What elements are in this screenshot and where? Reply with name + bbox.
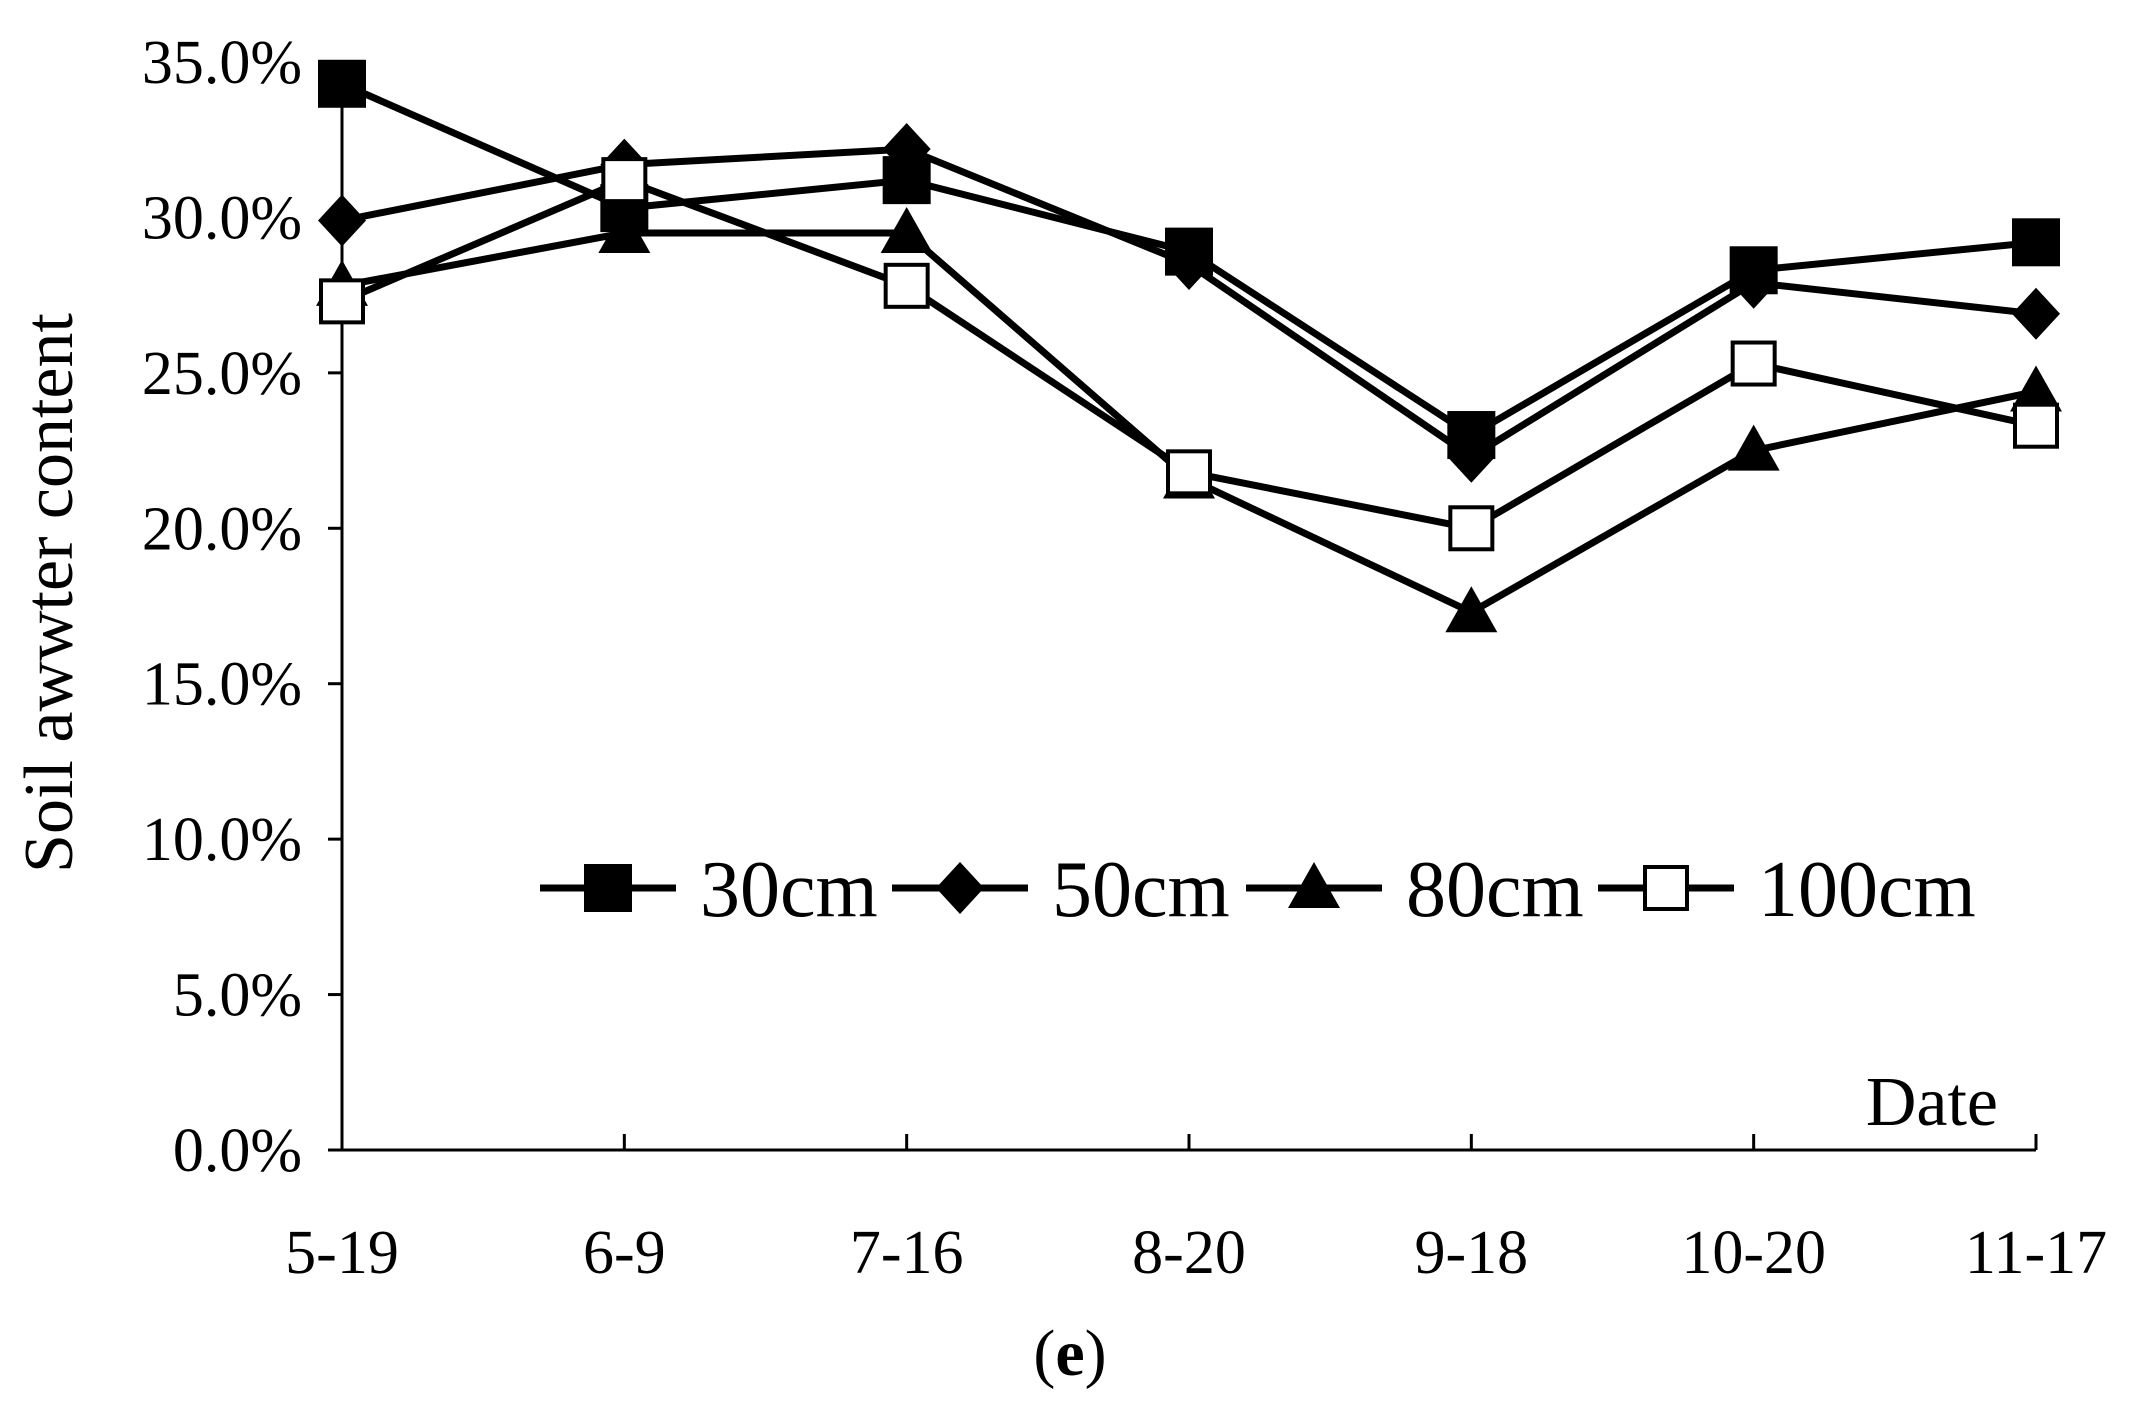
data-point-80cm-11-17 [2010,365,2062,412]
legend: 30cm 50cm 80cm 100cm [540,846,1976,934]
legend-marker-30cm [584,864,632,912]
data-point-50cm-11-17 [2012,287,2060,340]
series-layer [316,59,2062,633]
data-point-50cm-9-18 [1447,430,1496,483]
data-point-100cm-7-16 [883,262,930,309]
figure-caption: (e) [1033,1317,1106,1390]
y-axis-title: Soil awwter content [11,313,88,873]
y-tick-label: 35.0% [142,29,302,97]
x-tick-label: 9-18 [1415,1219,1529,1287]
legend-marker-80cm [1288,862,1340,908]
data-point-30cm-11-17 [2012,218,2060,267]
x-tick-label: 6-9 [583,1219,666,1287]
x-tick-label: 8-20 [1132,1219,1246,1287]
x-axis-title: Date [1866,1064,1998,1141]
data-point-100cm-6-9 [601,157,648,204]
y-tick-label: 10.0% [142,806,302,874]
data-point-50cm-8-20 [1165,238,1213,291]
data-point-80cm-10-20 [1727,424,1780,471]
data-point-100cm-5-19 [319,278,365,325]
caption-close: ) [1085,1317,1107,1390]
legend-label-100cm: 100cm [1758,846,1976,934]
y-tick-label: 0.0% [173,1117,302,1185]
series-50cm [318,123,2060,483]
data-point-30cm-5-19 [318,59,366,108]
data-point-80cm-7-16 [880,206,933,253]
x-tick-label: 7-16 [850,1219,964,1287]
data-point-50cm-10-20 [1729,256,1778,309]
data-point-50cm-7-16 [882,123,931,176]
data-point-100cm-9-18 [1448,505,1495,552]
legend-marker-100cm [1643,865,1689,911]
legend-label-30cm: 30cm [700,846,878,934]
data-point-80cm-6-9 [598,206,651,253]
x-tick-label: 10-20 [1681,1219,1826,1287]
y-tick-label: 20.0% [142,495,302,563]
data-point-100cm-11-17 [2013,402,2059,449]
x-tick-label: 5-19 [285,1219,399,1287]
caption-letter: e [1055,1317,1084,1390]
legend-marker-50cm [936,862,984,914]
data-point-50cm-5-19 [318,194,366,247]
y-tick-label: 30.0% [142,184,302,252]
caption-open: ( [1033,1317,1055,1390]
y-tick-label: 25.0% [142,340,302,408]
y-tick-label: 5.0% [173,962,302,1030]
legend-label-80cm: 80cm [1406,846,1584,934]
x-tick-label: 11-17 [1965,1219,2107,1287]
data-point-80cm-9-18 [1445,586,1498,633]
data-point-100cm-10-20 [1730,340,1777,387]
axes: 0.0% 5.0% 10.0% 15.0% 20.0% 25.0% 30.0% 35.0% 5-… [142,29,2107,1287]
y-tick-label: 15.0% [142,651,302,719]
data-point-100cm-8-20 [1166,449,1212,496]
series-100cm [319,157,2059,552]
legend-label-50cm: 50cm [1052,846,1230,934]
